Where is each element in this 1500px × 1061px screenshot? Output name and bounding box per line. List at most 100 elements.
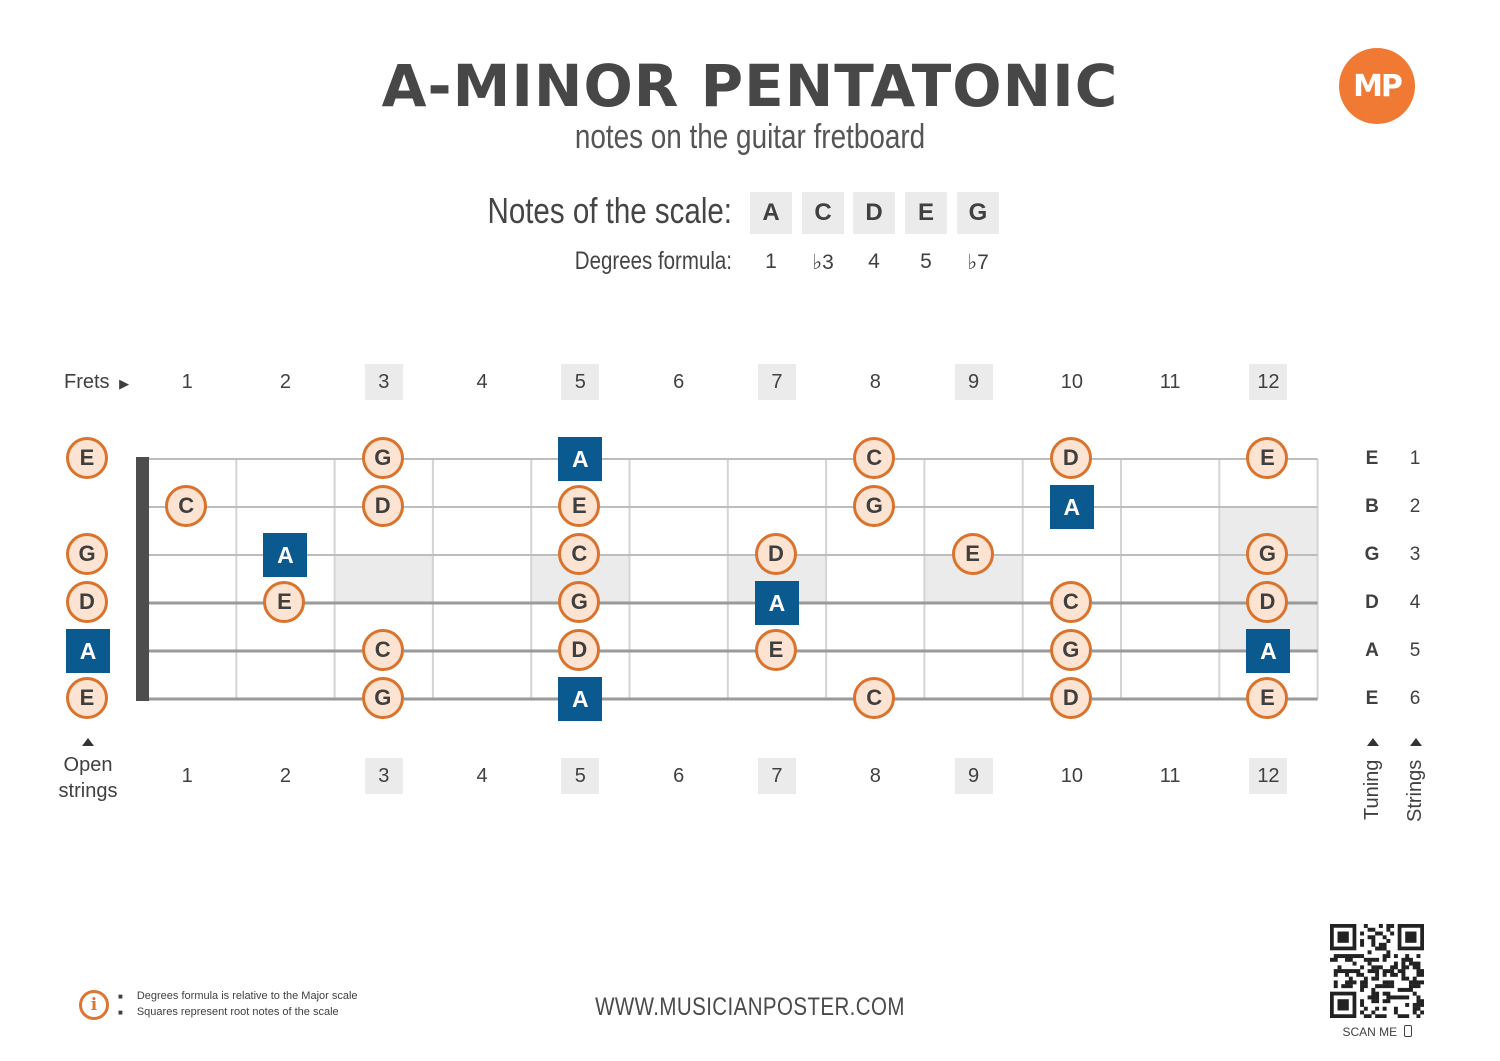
scale-degree: ♭3 <box>812 251 834 274</box>
root-note-marker: A <box>66 629 110 673</box>
fret-number: 7 <box>757 364 796 400</box>
scale-note: A <box>750 192 792 234</box>
note-marker: G <box>1049 629 1092 671</box>
phone-icon <box>1403 1025 1412 1037</box>
info-note-squares: Squares represent root notes of the scal… <box>118 1006 339 1018</box>
note-marker: E <box>754 629 797 671</box>
tuning-note: G <box>1364 544 1380 565</box>
note-marker: D <box>754 533 797 575</box>
fret-number: 9 <box>954 758 993 794</box>
fret-number: 8 <box>869 370 881 393</box>
note-marker: D <box>1049 437 1092 479</box>
frets-label: Frets ▶ <box>64 371 129 394</box>
string-number: 6 <box>1409 688 1421 709</box>
note-marker: C <box>558 533 601 575</box>
info-icon: i <box>79 990 109 1020</box>
fret-number: 10 <box>1060 370 1083 393</box>
fret-number: 12 <box>1249 364 1288 400</box>
root-note-marker: A <box>558 437 603 481</box>
fret-number: 4 <box>476 370 488 393</box>
qr-code-icon[interactable] <box>1330 924 1424 1018</box>
note-marker: E <box>1246 437 1289 479</box>
fret-number: 6 <box>673 370 685 393</box>
fret-number: 9 <box>954 364 993 400</box>
note-marker: D <box>1049 677 1092 719</box>
note-marker: E <box>263 581 306 623</box>
note-marker: E <box>1246 677 1289 719</box>
tuning-note: E <box>1365 448 1379 469</box>
scan-me-label: SCAN ME <box>1330 1025 1424 1039</box>
tuning-note: A <box>1365 640 1379 661</box>
website-link[interactable]: WWW.MUSICIANPOSTER.COM <box>595 993 905 1021</box>
note-marker: D <box>66 581 108 623</box>
nut <box>136 457 149 701</box>
note-marker: G <box>558 581 601 623</box>
fret-number: 2 <box>279 764 291 787</box>
root-note-marker: A <box>1049 485 1094 529</box>
fret-number: 12 <box>1249 758 1288 794</box>
note-marker: G <box>1246 533 1289 575</box>
tuning-label: Tuning <box>1361 759 1383 820</box>
scale-degree: 4 <box>868 250 880 273</box>
tuning-arrow-icon <box>1367 738 1379 746</box>
fret-number: 11 <box>1159 370 1181 393</box>
fret-number: 10 <box>1060 764 1083 787</box>
note-marker: G <box>853 485 896 527</box>
note-marker: G <box>361 437 404 479</box>
strings-arrow-icon <box>1410 738 1422 746</box>
strings-label: Strings <box>1404 759 1426 822</box>
notes-of-scale-label: Notes of the scale: <box>487 190 732 231</box>
fret-number: 11 <box>1159 764 1181 787</box>
open-strings-label-line2: strings <box>58 780 118 802</box>
triangle-right-icon: ▶ <box>119 376 130 391</box>
scan-me-text: SCAN ME <box>1342 1025 1398 1039</box>
note-marker: E <box>951 533 994 575</box>
scale-note: E <box>905 192 947 234</box>
root-note-marker: A <box>754 581 799 625</box>
fret-number: 4 <box>476 764 488 787</box>
tuning-note: B <box>1365 496 1379 517</box>
scale-degree: ♭7 <box>967 251 989 274</box>
note-marker: C <box>361 629 404 671</box>
scale-note: G <box>957 192 999 234</box>
root-note-marker: A <box>1246 629 1291 673</box>
string-number: 4 <box>1409 592 1421 613</box>
note-marker: C <box>165 485 208 527</box>
root-note-marker: A <box>263 533 308 577</box>
note-marker: E <box>66 437 108 479</box>
note-marker: C <box>853 677 896 719</box>
open-strings-label-line1: Open <box>63 754 113 776</box>
scale-degree: 1 <box>765 250 777 273</box>
note-marker: E <box>558 485 601 527</box>
fret-number: 1 <box>181 370 193 393</box>
note-marker: C <box>1049 581 1092 623</box>
fret-marker-shade <box>334 555 433 603</box>
note-marker: D <box>558 629 601 671</box>
string-number: 1 <box>1409 448 1421 469</box>
note-marker: E <box>66 677 108 719</box>
note-marker: D <box>1246 581 1289 623</box>
fret-number: 7 <box>757 758 796 794</box>
string-number: 2 <box>1409 496 1421 517</box>
string-number: 5 <box>1409 640 1421 661</box>
open-strings-label: Open strings <box>48 752 128 804</box>
root-note-marker: A <box>558 677 603 721</box>
tuning-note: D <box>1365 592 1379 613</box>
fret-number: 5 <box>561 364 600 400</box>
scale-note: C <box>802 192 844 234</box>
degrees-formula-label: Degrees formula: <box>574 247 732 275</box>
fret-number: 3 <box>364 364 403 400</box>
note-marker: G <box>361 677 404 719</box>
page-subtitle: notes on the guitar fretboard <box>574 118 926 156</box>
frets-label-text: Frets <box>64 371 110 393</box>
scale-degree: 5 <box>920 250 932 273</box>
fret-number: 6 <box>673 764 685 787</box>
note-marker: G <box>66 533 108 575</box>
scale-note: D <box>853 192 895 234</box>
fret-number: 3 <box>364 758 403 794</box>
musicianposter-logo: MP <box>1339 48 1415 124</box>
fret-number: 2 <box>279 370 291 393</box>
fret-number: 1 <box>181 764 193 787</box>
note-marker: C <box>853 437 896 479</box>
tuning-note: E <box>1365 688 1379 709</box>
